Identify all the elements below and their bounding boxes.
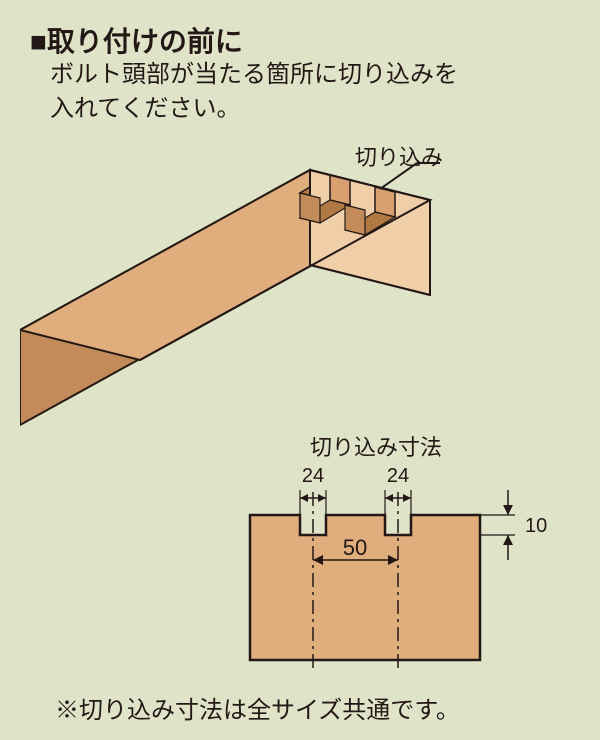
heading: ■取り付けの前に [30,20,243,60]
svg-text:24: 24 [387,465,409,487]
subtitle: ボルト頭部が当たる箇所に切り込みを 入れてください。 [50,58,458,125]
dim-24-left: 24 [300,465,326,515]
dimension-title: 切り込み寸法 [310,430,442,462]
footnote: ※切り込み寸法は全サイズ共通です。 [55,690,460,725]
dim-24-right: 24 [385,465,411,515]
isometric-diagram [20,150,470,430]
svg-text:10: 10 [525,515,547,537]
dim-10: 10 [480,490,547,560]
subtitle-line2: 入れてください。 [50,95,241,122]
subtitle-line1: ボルト頭部が当たる箇所に切り込みを [50,61,458,88]
front-view-diagram: 24 24 50 10 [230,460,570,680]
svg-text:24: 24 [302,465,324,487]
svg-text:50: 50 [343,535,367,560]
